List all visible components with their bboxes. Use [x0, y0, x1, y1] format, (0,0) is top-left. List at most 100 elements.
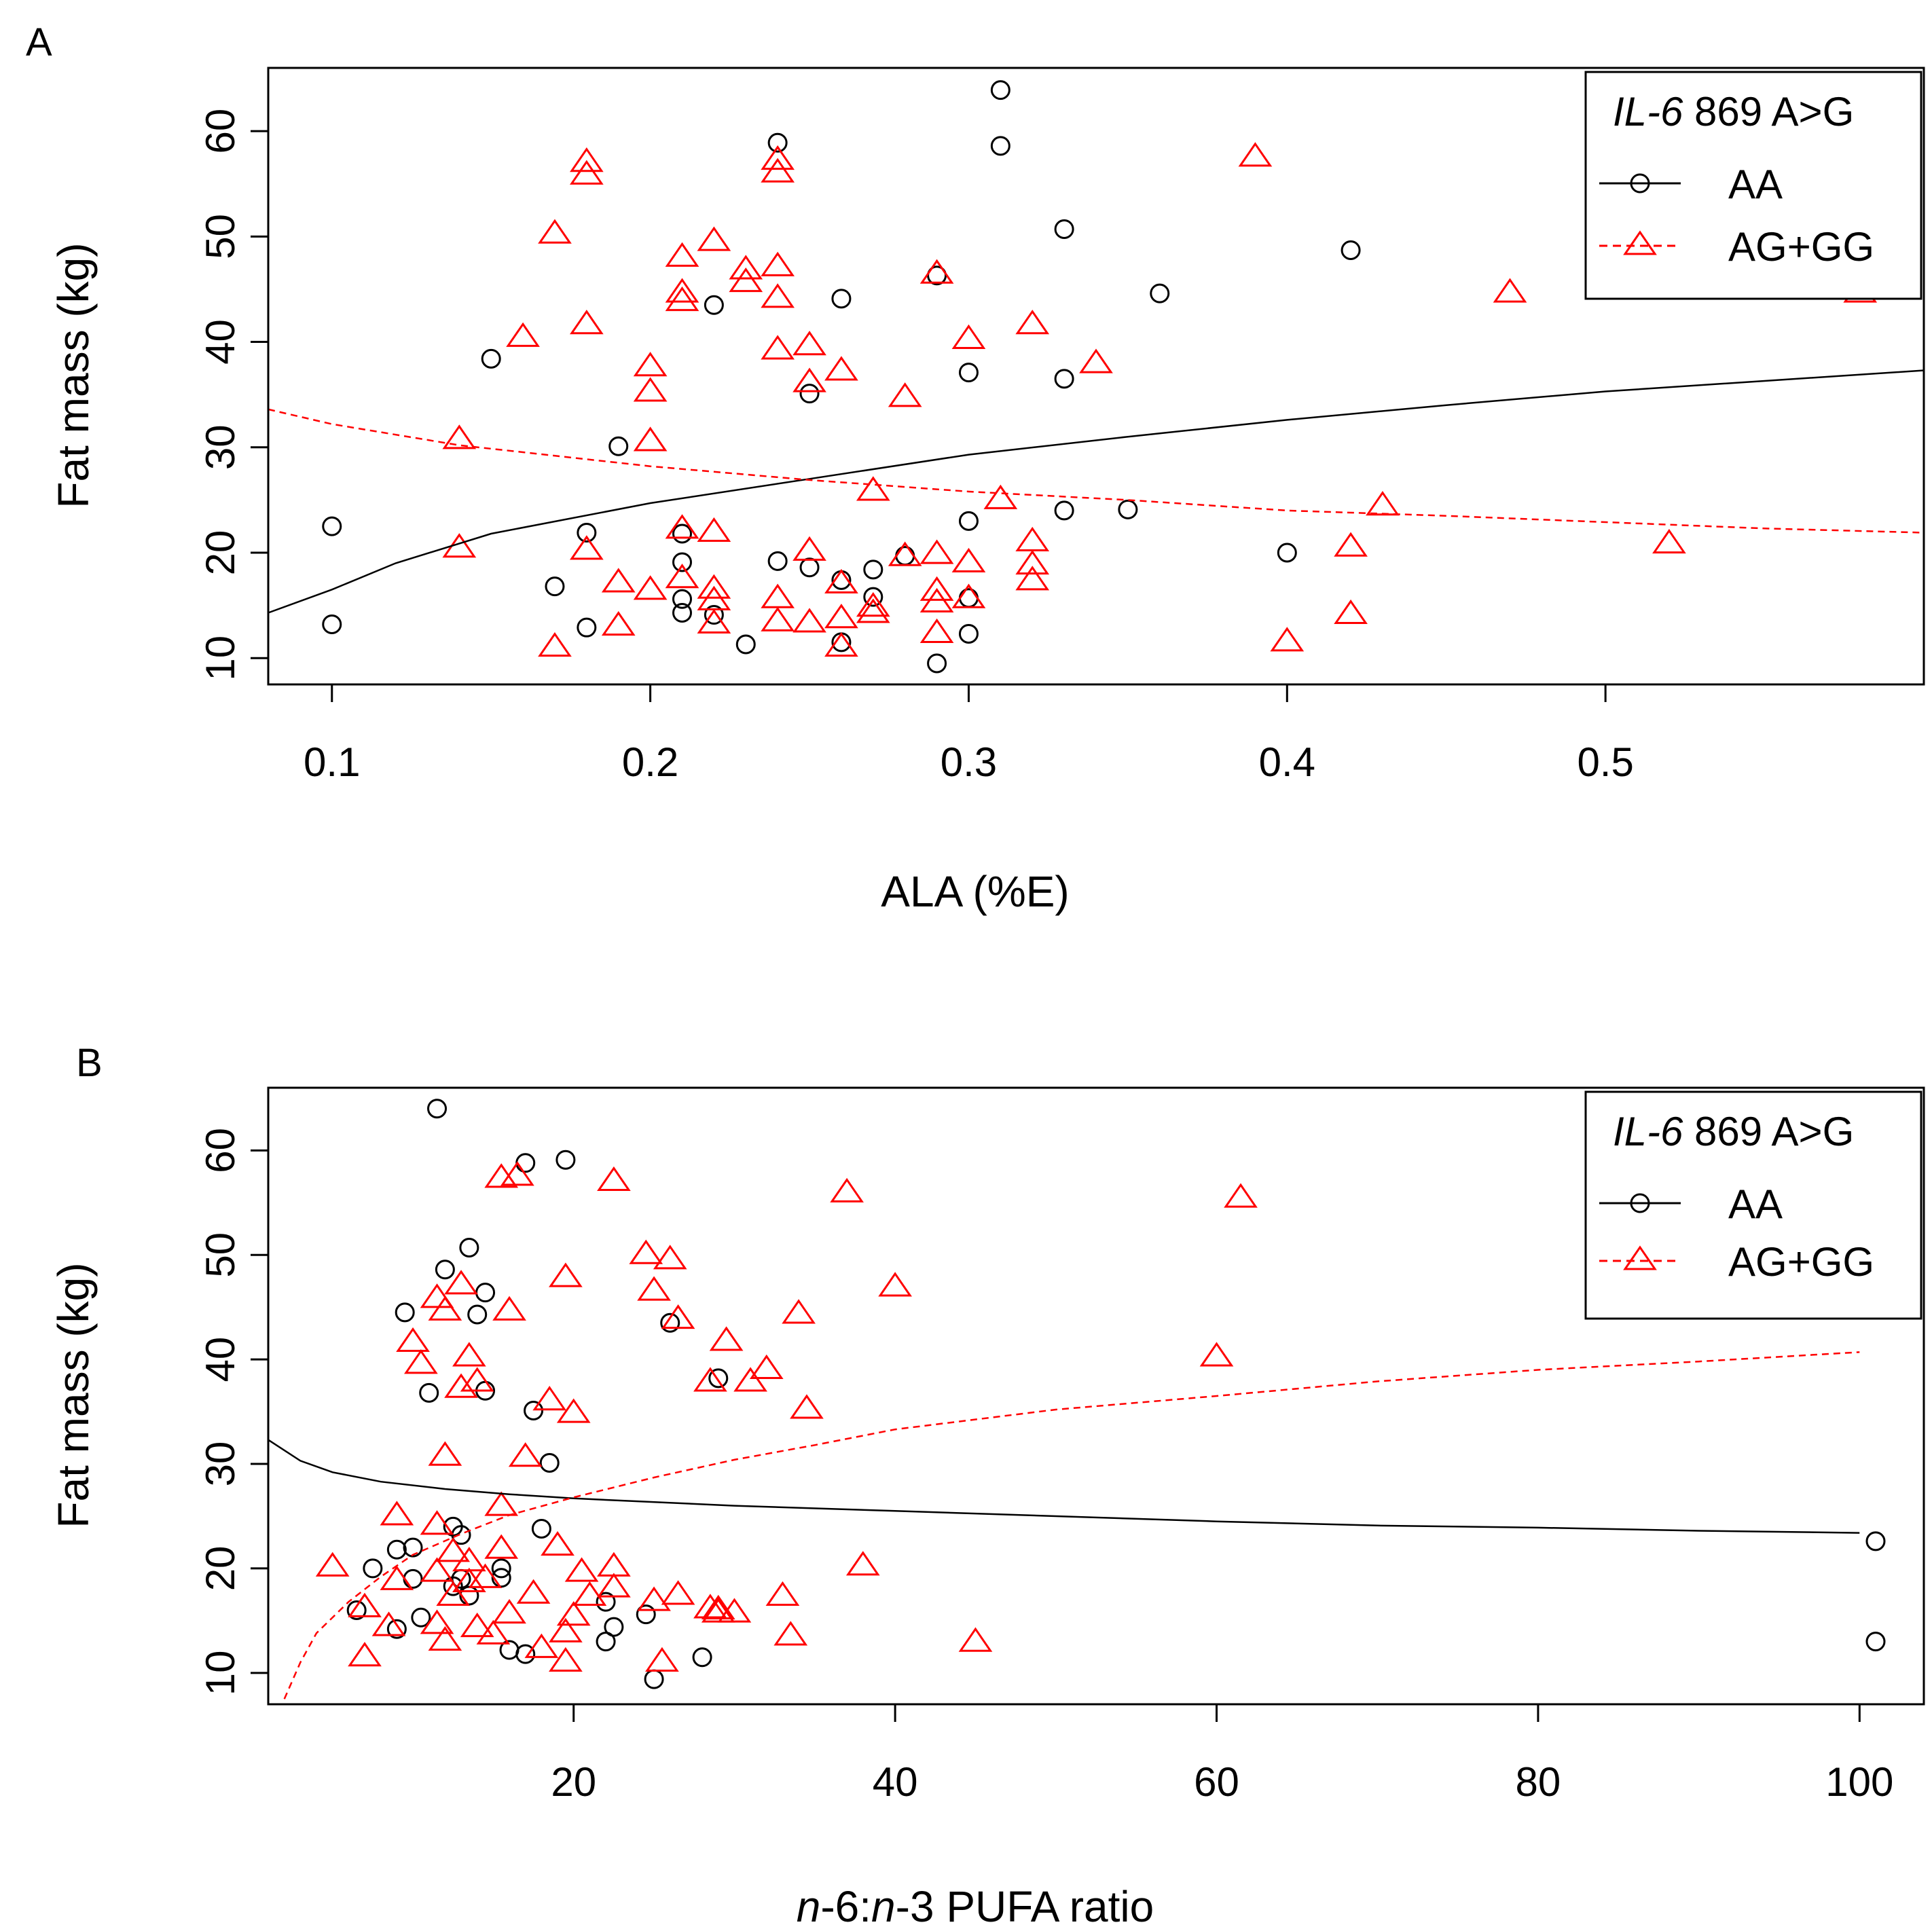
ag-gg-point — [792, 608, 826, 633]
aa-point — [596, 1632, 616, 1652]
aa-point — [735, 634, 756, 655]
ag-gg-point — [792, 367, 826, 392]
panel-a-legend-box — [1584, 71, 1922, 300]
ag-gg-point — [420, 1510, 454, 1535]
aa-point — [958, 511, 979, 531]
aa-fit-line — [268, 1439, 1860, 1534]
panel-b-legend-aa-label: AA — [1728, 1181, 1783, 1227]
aa-point — [990, 80, 1010, 100]
ag-gg-point — [693, 1367, 727, 1392]
ag-gg-point — [1652, 528, 1686, 554]
ag-gg-point — [761, 251, 795, 276]
ag-gg-point — [597, 1166, 631, 1192]
ag-gg-point — [442, 424, 477, 449]
x-tick-label: 20 — [551, 1759, 596, 1805]
aa-point — [1341, 240, 1361, 261]
ag-gg-point — [569, 535, 604, 560]
ag-gg-point — [983, 484, 1018, 509]
ag-gg-point — [597, 1573, 631, 1598]
ag-gg-point — [549, 1262, 583, 1287]
ag-gg-point — [404, 1349, 438, 1374]
aa-point — [672, 602, 692, 623]
aa-point — [459, 1237, 479, 1257]
ag-gg-point — [1493, 278, 1527, 303]
ag-gg-point — [629, 1239, 663, 1264]
ag-gg-point — [506, 322, 540, 347]
ag-gg-point — [380, 1501, 414, 1526]
ag-gg-point — [958, 1627, 993, 1652]
x-tick-label: 100 — [1825, 1759, 1893, 1805]
ag-gg-point — [538, 219, 572, 244]
ag-gg-point — [569, 160, 604, 185]
panel-a-legend-aa-label: AA — [1728, 162, 1783, 207]
ag-gg-point — [665, 514, 699, 539]
ag-gg-point — [484, 1491, 519, 1516]
ag-gg-point — [541, 1530, 575, 1556]
x-tick-label: 80 — [1516, 1759, 1561, 1805]
ag-gg-point — [782, 1299, 816, 1324]
ag-gg-point — [556, 1398, 591, 1423]
panel-a-x-axis: 0.1 0.2 0.3 0.4 0.5 — [304, 683, 1634, 785]
aa-point — [767, 551, 788, 571]
panel-a-legend-title: IL-6 869 A>G — [1613, 89, 1854, 134]
aa-point — [515, 1644, 536, 1664]
ag-gg-point — [315, 1551, 350, 1577]
panel-b-x-axis-label: n-6:n-3 PUFA ratio — [797, 1882, 1154, 1929]
aa-point — [403, 1568, 423, 1589]
aa-point — [459, 1585, 479, 1606]
aa-point — [386, 1619, 407, 1639]
ag-gg-point — [476, 1619, 511, 1645]
aa-point — [958, 363, 979, 383]
ag-gg-point — [729, 267, 763, 293]
aa-point — [435, 1260, 455, 1280]
ag-gg-point — [597, 1551, 631, 1577]
aa-point — [515, 1153, 536, 1173]
panel-b-legend: IL-6 869 A>G AA AG+GG — [1584, 1090, 1922, 1320]
ag-gg-point — [637, 1276, 671, 1301]
ag-gg-point — [919, 576, 954, 601]
ag-gg-point — [792, 536, 826, 561]
ag-gg-point — [549, 1617, 583, 1642]
ag-gg-point — [1238, 142, 1273, 167]
ag-gg-point — [665, 242, 699, 267]
aa-point — [958, 623, 979, 644]
aa-point — [467, 1304, 488, 1325]
y-tick-label: 60 — [198, 109, 243, 154]
panel-a-y-axis: 10 20 30 40 50 60 — [198, 109, 270, 681]
aa-point — [577, 617, 597, 638]
ag-gg-point — [380, 1565, 414, 1590]
ag-gg-point — [919, 539, 954, 564]
ag-gg-point — [492, 1598, 526, 1624]
panel-b-label: B — [76, 1041, 103, 1085]
ag-gg-point — [538, 632, 572, 657]
x-tick-label: 0.4 — [1259, 739, 1315, 785]
ag-gg-point — [661, 1580, 695, 1605]
ag-gg-point — [468, 1563, 503, 1588]
ag-gg-point — [524, 1633, 559, 1658]
ag-gg-point — [633, 352, 668, 377]
ag-gg-point — [697, 574, 731, 599]
ag-gg-point — [856, 592, 890, 617]
ag-gg-point — [1015, 566, 1050, 591]
aa-point — [1054, 369, 1074, 389]
ag-gg-point — [633, 426, 668, 452]
aa-point — [660, 1312, 680, 1333]
aa-point — [708, 1368, 729, 1389]
panel-a-legend-aggg-label: AG+GG — [1728, 224, 1874, 270]
aa-point — [672, 552, 692, 572]
ag-gg-fit-line — [268, 408, 1925, 534]
aa-point — [419, 1382, 439, 1403]
ag-gg-point — [733, 1367, 767, 1392]
aa-point — [927, 653, 947, 674]
ag-gg-point — [761, 158, 795, 183]
ag-gg-fit-line — [283, 1351, 1860, 1700]
aa-point — [767, 132, 788, 153]
aa-point — [1118, 499, 1138, 519]
aa-point — [1865, 1632, 1886, 1652]
ag-gg-point — [428, 1296, 462, 1321]
ag-gg-point — [348, 1592, 382, 1617]
y-tick-label: 40 — [198, 319, 243, 365]
ag-gg-point — [888, 541, 922, 566]
ag-gg-point — [569, 147, 604, 172]
ag-gg-point — [665, 564, 699, 589]
